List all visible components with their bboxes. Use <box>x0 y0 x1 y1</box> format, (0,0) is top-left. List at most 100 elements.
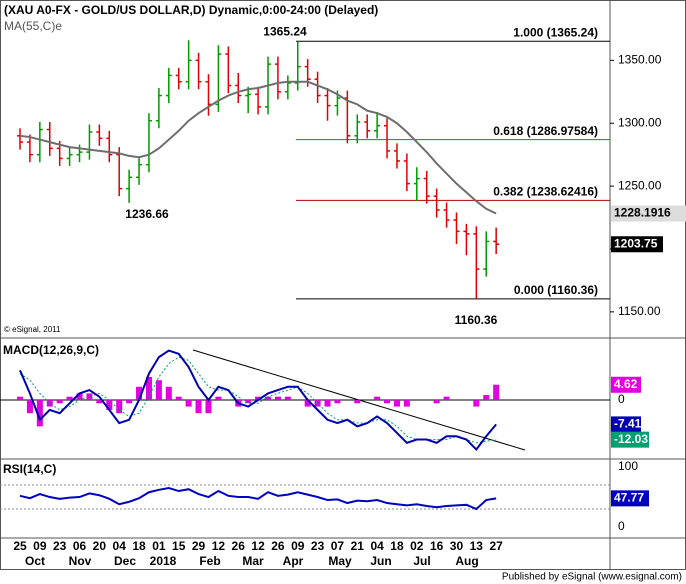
y-tick-label: 100 <box>618 459 638 473</box>
month-label: Aug <box>455 554 478 568</box>
x-tick-label: 06 <box>73 539 87 553</box>
extreme-label: 1236.66 <box>125 207 169 221</box>
value-tag <box>611 431 649 448</box>
x-tick-label: 13 <box>470 539 484 553</box>
histogram-bar <box>284 396 291 400</box>
histogram-bar <box>433 399 440 404</box>
histogram-bar <box>493 384 500 400</box>
month-label: Jun <box>370 554 391 568</box>
panel-title: RSI(14,C) <box>3 462 56 476</box>
histogram-bar <box>185 399 192 407</box>
histogram-bar <box>473 399 480 407</box>
footer: Published by eSignal (www.esignal.com) <box>502 572 682 583</box>
histogram-bar <box>76 393 83 400</box>
y-tick-label: 0 <box>618 519 625 533</box>
x-tick-label: 12 <box>212 539 226 553</box>
x-tick-label: 18 <box>390 539 404 553</box>
x-tick-label: 21 <box>351 539 365 553</box>
value-tag <box>611 416 641 433</box>
x-tick-label: 20 <box>93 539 107 553</box>
extreme-label: 1365.24 <box>263 24 307 38</box>
value-tag-label: -7.41 <box>614 417 642 431</box>
histogram-bar <box>66 396 73 400</box>
fib-label: 0.618 (1286.97584) <box>493 124 598 138</box>
month-label: Dec <box>114 554 136 568</box>
histogram-bar <box>403 399 410 407</box>
histogram-bar <box>17 396 23 400</box>
panel-title: MACD(12,26,9,C) <box>3 343 99 357</box>
histogram-bar <box>155 380 162 400</box>
value-tag-label: 4.62 <box>614 377 638 391</box>
y-tick-label: 1350.00 <box>618 53 662 67</box>
x-tick-label: 12 <box>251 539 265 553</box>
x-tick-label: 29 <box>192 539 206 553</box>
x-tick-label: 25 <box>13 539 27 553</box>
x-tick-label: 09 <box>33 539 47 553</box>
month-label: Jul <box>413 554 430 568</box>
histogram-bar <box>374 396 381 400</box>
histogram-bar <box>354 399 361 404</box>
histogram-bar <box>443 396 450 400</box>
signal-line <box>19 356 497 444</box>
histogram-bar <box>304 399 311 407</box>
value-tag-label: 1203.75 <box>614 236 658 250</box>
histogram-bar <box>36 399 43 427</box>
value-tag-label: 1228.1916 <box>614 206 671 220</box>
histogram-bar <box>324 399 331 407</box>
histogram-bar <box>175 396 182 400</box>
ma-legend: MA(55,C)e <box>4 19 62 33</box>
x-tick-label: 04 <box>113 539 127 553</box>
watermark: © eSignal, 2011 <box>4 325 61 334</box>
extreme-label: 1160.36 <box>455 313 498 327</box>
histogram-bar <box>96 399 103 404</box>
histogram-bar <box>145 376 152 400</box>
value-tag <box>611 376 641 393</box>
histogram-bar <box>393 399 400 407</box>
x-tick-label: 02 <box>410 539 424 553</box>
histogram-bar <box>136 386 143 400</box>
ma-line <box>19 80 497 215</box>
x-tick-label: 07 <box>331 539 345 553</box>
histogram-bar <box>274 396 281 400</box>
value-tag-label: -12.03 <box>614 432 648 446</box>
x-tick-label: 04 <box>370 539 384 553</box>
x-tick-label: 18 <box>132 539 146 553</box>
x-tick-label: 23 <box>53 539 67 553</box>
month-label: Mar <box>242 554 264 568</box>
fib-label: 1.000 (1365.24) <box>513 25 598 39</box>
x-tick-label: 01 <box>152 539 166 553</box>
x-tick-label: 15 <box>172 539 186 553</box>
histogram-bar <box>26 399 33 414</box>
x-tick-label: 27 <box>489 539 503 553</box>
histogram-bar <box>215 396 222 400</box>
value-tag-label: 47.77 <box>614 491 644 505</box>
histogram-bar <box>165 386 172 400</box>
x-tick-label: 09 <box>291 539 305 553</box>
histogram-bar <box>86 393 93 400</box>
histogram-bar <box>245 399 252 404</box>
x-tick-label: 26 <box>271 539 285 553</box>
x-tick-label: 16 <box>430 539 444 553</box>
y-tick-label: 1150.00 <box>618 304 661 318</box>
x-tick-label: 23 <box>311 539 325 553</box>
month-label: Feb <box>199 554 220 568</box>
x-tick-label: 26 <box>232 539 246 553</box>
histogram-bar <box>205 399 212 414</box>
month-label: Oct <box>25 554 45 568</box>
histogram-bar <box>255 396 262 400</box>
histogram-bar <box>126 399 133 404</box>
fib-label: 0.382 (1238.62416) <box>493 185 598 199</box>
histogram-bar <box>265 396 271 400</box>
histogram-bar <box>314 399 321 407</box>
value-tag <box>611 236 663 253</box>
y-tick-label: 0 <box>618 392 625 406</box>
chart-title: (XAU A0-FX - GOLD/US DOLLAR,D) Dynamic,0… <box>4 3 378 17</box>
month-label: Nov <box>69 554 92 568</box>
histogram-bar <box>334 399 341 404</box>
histogram-bar <box>483 395 490 400</box>
histogram-bar <box>106 399 113 410</box>
y-tick-label: 1300.00 <box>618 115 662 129</box>
rsi-line <box>19 486 497 511</box>
value-tag <box>611 490 649 507</box>
